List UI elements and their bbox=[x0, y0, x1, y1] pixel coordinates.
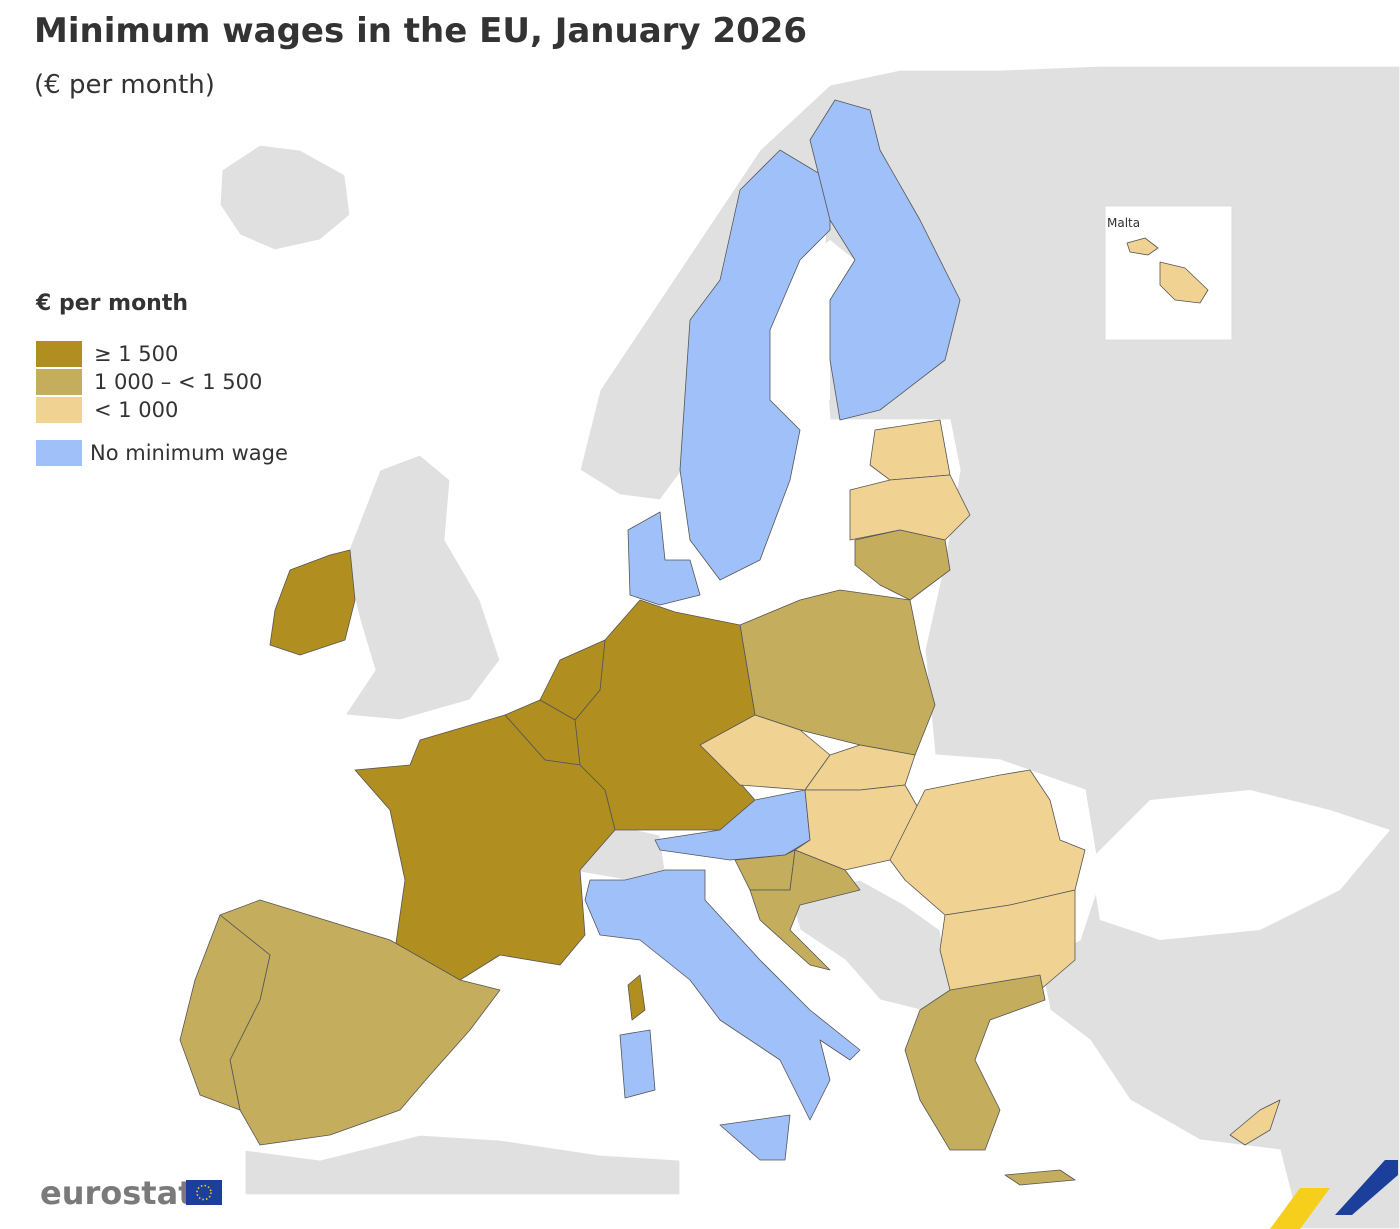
eu-countries bbox=[179, 99, 1281, 1186]
country bbox=[354, 714, 616, 981]
legend-label: ≥ 1 500 bbox=[94, 342, 178, 366]
legend: ≥ 1 500 1 000 – < 1 500 < 1 000 No minimum … bbox=[36, 341, 288, 466]
logo-stars bbox=[196, 1184, 212, 1201]
title: Minimum wages in the EU, January 2026 bbox=[34, 11, 807, 51]
country bbox=[179, 914, 271, 1111]
decor-stripe bbox=[1335, 1160, 1398, 1215]
country bbox=[939, 889, 1076, 991]
country bbox=[619, 1029, 656, 1099]
legend-label: 1 000 – < 1 500 bbox=[94, 370, 262, 394]
country bbox=[749, 849, 861, 971]
inset-label: Malta bbox=[1107, 216, 1140, 230]
country bbox=[904, 974, 1046, 1151]
country bbox=[584, 869, 861, 1121]
country bbox=[809, 99, 961, 421]
country bbox=[889, 769, 1086, 916]
country bbox=[869, 419, 951, 481]
legend-swatch bbox=[36, 369, 82, 395]
non-eu-land bbox=[219, 65, 1400, 1229]
legend-swatch bbox=[36, 397, 82, 423]
country bbox=[679, 149, 831, 581]
legend-swatch bbox=[36, 341, 82, 367]
country bbox=[849, 474, 971, 541]
country bbox=[1229, 1099, 1281, 1146]
subtitle: (€ per month) bbox=[34, 70, 215, 100]
legend-title: € per month bbox=[35, 291, 188, 316]
legend-swatch bbox=[36, 440, 82, 466]
logo-flag bbox=[186, 1180, 222, 1205]
black-sea bbox=[1090, 790, 1390, 940]
legend-label: No minimum wage bbox=[90, 441, 288, 465]
logo-text: eurostat bbox=[40, 1174, 193, 1212]
gulf-of-bothnia bbox=[770, 240, 855, 420]
country bbox=[269, 549, 356, 656]
country bbox=[854, 529, 951, 601]
decor-stripe bbox=[1270, 1188, 1330, 1229]
legend-label: < 1 000 bbox=[94, 398, 178, 422]
inset-country bbox=[1126, 237, 1159, 256]
country bbox=[1004, 1169, 1076, 1186]
country bbox=[627, 974, 646, 1021]
country bbox=[719, 1114, 791, 1161]
country bbox=[627, 511, 701, 606]
inset-country bbox=[1159, 261, 1209, 304]
